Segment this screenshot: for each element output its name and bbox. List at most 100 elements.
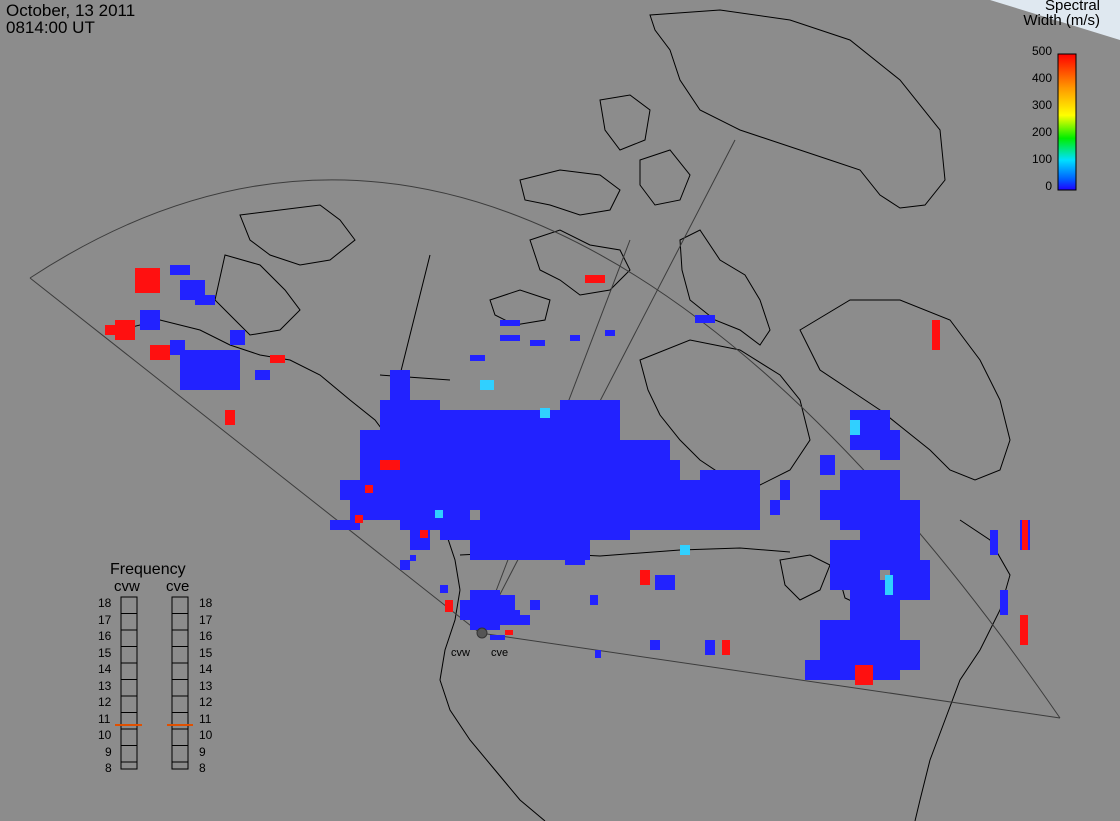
scatter-cell	[420, 530, 428, 538]
frequency-scale-label-left: 11	[98, 711, 111, 726]
radar-label-west: cvw	[451, 647, 470, 659]
coastlines	[119, 9, 1011, 821]
scatter-cell	[770, 500, 780, 515]
scatter-cell	[650, 640, 660, 650]
scatter-cell	[225, 410, 235, 425]
colorbar-tick-label: 300	[1031, 98, 1052, 112]
frequency-scale-label-left: 18	[98, 596, 112, 610]
frequency-scale-label-right: 18	[199, 596, 213, 610]
scatter-cell	[140, 310, 160, 330]
colorbar-tick-label: 200	[1031, 125, 1052, 139]
colorbar-title: Spectral Width (m/s)	[1023, 0, 1100, 28]
scatter-cell	[1022, 520, 1028, 550]
scatter-cell	[180, 350, 240, 390]
scatter-cell	[150, 345, 170, 360]
frequency-title: Frequency	[110, 561, 186, 578]
scatter-cell	[890, 560, 930, 600]
scatter-cell	[440, 585, 448, 593]
scatter-cell	[410, 555, 416, 561]
frequency-scale-label-left: 15	[98, 645, 112, 660]
cvw-label: cvw	[114, 578, 140, 595]
scatter-cell	[170, 265, 190, 275]
scatter-cell	[230, 330, 245, 345]
cve-label: cve	[166, 578, 190, 595]
scatter-cell	[400, 560, 410, 570]
scatter-echoes	[105, 265, 1030, 685]
frequency-scale-label-right: 10	[199, 728, 213, 742]
scatter-cell	[565, 540, 585, 565]
scatter-cell	[705, 640, 715, 655]
scatter-cell	[505, 630, 513, 635]
colorbar-tick-label: 0	[1045, 179, 1052, 193]
frequency-scale-label-left: 16	[98, 629, 112, 643]
scatter-cell	[900, 640, 920, 670]
scatter-cell	[340, 480, 370, 500]
radar-label-east: cve	[491, 647, 509, 659]
scatter-cell	[805, 660, 865, 680]
scatter-cell	[590, 595, 598, 605]
scatter-cell	[500, 610, 520, 625]
frequency-scale-label-right: 14	[199, 662, 213, 676]
scatter-cell	[722, 640, 730, 655]
frequency-scale-label-right: 13	[199, 678, 213, 693]
frequency-scale-label-right: 17	[199, 612, 213, 627]
scatter-cell	[885, 575, 893, 595]
colorbar-tick-label: 100	[1031, 152, 1052, 166]
frequency-scale-label-left: 10	[98, 728, 112, 742]
scatter-cell	[820, 455, 835, 475]
scatter-cell	[105, 325, 115, 335]
cvw-frequency-gauge	[120, 596, 138, 770]
frequency-gauges	[120, 596, 189, 770]
frequency-scale-label-right: 8	[199, 761, 206, 775]
colorbar-title-line1: Spectral	[1044, 0, 1100, 14]
scatter-cell	[780, 480, 790, 500]
scatter-cell	[170, 340, 185, 355]
scatter-cell	[195, 295, 215, 305]
scatter-cell	[435, 510, 443, 518]
scatter-cell	[390, 370, 410, 400]
frequency-scale-label-right: 16	[199, 629, 213, 643]
frequency-scale-label-left: 9	[105, 744, 112, 759]
scatter-cell	[490, 635, 505, 640]
scatter-cell	[595, 650, 601, 658]
frequency-scale-label-left: 17	[98, 612, 112, 627]
scatter-cell	[880, 430, 900, 460]
colorbar-tick-label: 400	[1031, 71, 1052, 85]
scatter-cell	[400, 500, 440, 530]
frequency-scale-label-left: 12	[98, 695, 112, 709]
scatter-cell	[135, 268, 160, 293]
scatter-cell	[855, 665, 873, 685]
scatter-cell	[932, 320, 940, 350]
scatter-cell	[560, 400, 620, 440]
scatter-cell	[530, 600, 540, 610]
frequency-scale-label-left: 13	[98, 678, 112, 693]
date-label: October, 13 2011	[6, 1, 136, 20]
colorbar-tick-label: 500	[1031, 44, 1052, 58]
scatter-cell	[530, 340, 545, 346]
scatter-cell	[1020, 615, 1028, 645]
scatter-cell	[655, 575, 675, 590]
scatter-cell	[380, 460, 400, 470]
scatter-cell	[115, 320, 135, 340]
scatter-cell	[695, 315, 715, 323]
scatter-cell	[355, 515, 363, 523]
colorbar	[1057, 53, 1077, 191]
scatter-cell	[270, 355, 285, 363]
scatter-cell	[255, 370, 270, 380]
scatter-cell	[440, 500, 470, 540]
scatter-cell	[720, 490, 760, 530]
scatter-cell	[640, 570, 650, 585]
scatter-cell	[480, 380, 494, 390]
scatter-cell	[850, 420, 860, 435]
scatter-cell	[605, 330, 615, 336]
scatter-cell	[500, 320, 520, 326]
colorbar-title-line2: Width (m/s)	[1023, 12, 1100, 29]
frequency-scale-label-left: 8	[105, 761, 112, 775]
scatter-cell	[570, 335, 580, 341]
scatter-cell	[365, 485, 373, 493]
scatter-cell	[470, 355, 485, 361]
scatter-cell	[520, 615, 530, 625]
frequency-scale-label-right: 9	[199, 744, 206, 759]
radar-site-marker	[476, 627, 488, 639]
